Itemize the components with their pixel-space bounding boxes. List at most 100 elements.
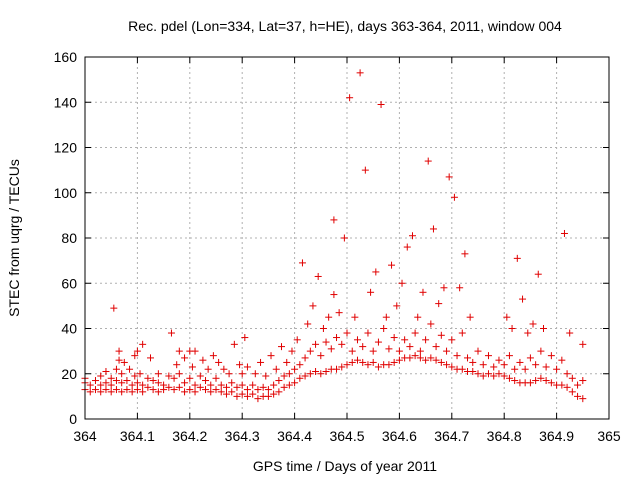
- data-point: [186, 374, 194, 382]
- data-point: [479, 372, 487, 380]
- data-point: [270, 381, 278, 389]
- data-point: [309, 302, 317, 310]
- data-point: [212, 386, 220, 394]
- data-point: [503, 313, 511, 321]
- data-point: [220, 365, 228, 373]
- data-point: [123, 386, 131, 394]
- data-point: [188, 363, 196, 371]
- data-point: [102, 386, 110, 394]
- data-point: [275, 388, 283, 396]
- data-point: [306, 370, 314, 378]
- data-point: [175, 383, 183, 391]
- data-point: [291, 365, 299, 373]
- data-point: [270, 390, 278, 398]
- x-tick-label: 364.3: [225, 428, 260, 444]
- data-point: [560, 229, 568, 237]
- data-point: [301, 372, 309, 380]
- data-point: [414, 313, 422, 321]
- data-point: [102, 367, 110, 375]
- data-point: [312, 340, 320, 348]
- data-point: [225, 370, 233, 378]
- data-point: [380, 325, 388, 332]
- data-point: [110, 304, 118, 312]
- data-point: [534, 270, 542, 278]
- data-point: [513, 254, 521, 262]
- data-point: [241, 334, 249, 342]
- data-point: [398, 279, 406, 287]
- data-point: [296, 374, 304, 382]
- data-point: [579, 340, 587, 348]
- data-point: [330, 291, 338, 299]
- data-point: [147, 354, 154, 362]
- data-point: [264, 392, 272, 400]
- data-point: [579, 377, 587, 385]
- data-point: [107, 381, 115, 389]
- data-point: [443, 347, 451, 355]
- data-point: [435, 300, 443, 308]
- data-point: [505, 352, 513, 360]
- chart-title: Rec. pdel (Lon=334, Lat=37, h=HE), days …: [128, 18, 562, 34]
- data-point: [118, 370, 126, 378]
- data-point: [458, 329, 466, 337]
- data-point: [419, 288, 427, 296]
- data-point: [450, 193, 458, 201]
- data-point: [542, 377, 550, 385]
- data-point: [508, 325, 516, 332]
- data-point: [500, 372, 508, 380]
- y-axis-ticks: 0 20 40 60 80 100 120 140 160: [54, 49, 609, 427]
- data-point: [283, 358, 291, 366]
- data-point: [464, 354, 472, 362]
- data-point: [296, 361, 304, 369]
- data-point: [403, 243, 411, 251]
- x-tick-label: 364.8: [487, 428, 522, 444]
- data-point: [338, 363, 346, 371]
- data-point: [233, 383, 241, 391]
- data-point: [291, 379, 299, 387]
- y-tick-label: 100: [54, 185, 78, 201]
- y-tick-label: 80: [61, 230, 77, 246]
- data-point: [385, 345, 393, 353]
- y-tick-label: 60: [61, 275, 77, 291]
- x-tick-label: 364.1: [120, 428, 155, 444]
- data-point: [568, 374, 576, 382]
- data-point: [406, 343, 414, 351]
- data-point: [275, 377, 283, 385]
- data-point: [304, 320, 312, 328]
- data-point: [429, 225, 437, 233]
- y-tick-label: 160: [54, 49, 78, 65]
- data-point: [369, 358, 377, 366]
- data-point: [139, 388, 147, 396]
- data-point: [422, 336, 430, 344]
- data-point: [86, 388, 94, 396]
- data-point: [521, 365, 529, 373]
- data-point: [175, 370, 183, 378]
- data-point: [474, 347, 482, 355]
- data-point: [120, 358, 128, 366]
- data-point: [181, 388, 189, 396]
- data-point: [267, 352, 275, 360]
- x-tick-label: 364.7: [434, 428, 469, 444]
- data-point: [348, 347, 356, 355]
- data-point: [458, 365, 466, 373]
- data-point: [532, 361, 540, 369]
- data-point: [388, 261, 396, 269]
- data-point: [170, 374, 178, 382]
- data-point: [112, 365, 120, 373]
- data-point: [333, 365, 341, 373]
- data-point: [202, 386, 210, 394]
- data-point: [257, 358, 265, 366]
- data-point: [209, 352, 217, 360]
- data-point: [173, 361, 181, 369]
- data-point: [333, 334, 341, 342]
- data-point: [382, 313, 390, 321]
- data-point: [338, 340, 346, 348]
- data-point: [167, 329, 175, 337]
- data-point: [322, 367, 330, 375]
- data-point: [243, 386, 251, 394]
- data-point: [558, 381, 566, 389]
- data-point: [424, 157, 432, 165]
- data-point: [526, 379, 534, 387]
- data-point: [351, 313, 359, 321]
- data-point: [437, 331, 445, 339]
